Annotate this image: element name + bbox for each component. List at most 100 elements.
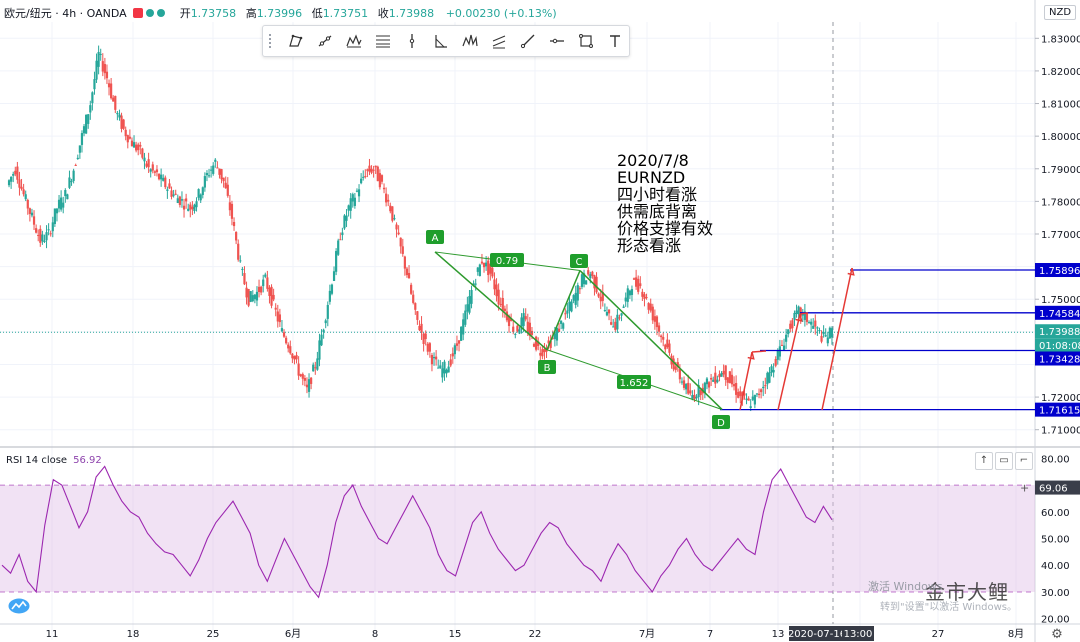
- candle: [295, 355, 298, 360]
- candle: [239, 260, 242, 262]
- tradingview-logo-icon[interactable]: [8, 598, 30, 614]
- candle: [218, 168, 221, 175]
- candle: [18, 179, 21, 188]
- pattern-point-label-bg: [570, 254, 588, 268]
- candle: [424, 333, 427, 340]
- candle: [778, 346, 781, 357]
- candle: [826, 337, 829, 344]
- candle: [712, 379, 715, 382]
- price-label: 1.75896: [1039, 266, 1080, 277]
- abcd-pattern[interactable]: A B C D 0.79 1.652: [426, 230, 730, 429]
- maximize-icon[interactable]: ▭: [995, 452, 1013, 470]
- price-axis[interactable]: 1.83000 1.82000 1.81000 1.80000 1.79000 1.780…: [1020, 34, 1080, 626]
- alert-icon[interactable]: [132, 8, 143, 18]
- vertical-line-icon[interactable]: [397, 29, 426, 53]
- collapse-icon[interactable]: ⌐: [1015, 452, 1033, 470]
- toolbar-grip-icon[interactable]: [269, 34, 275, 48]
- candle: [464, 310, 467, 325]
- candle: [557, 328, 561, 333]
- candle: [472, 283, 475, 286]
- candle: [201, 187, 204, 196]
- candle: [655, 316, 659, 328]
- candle: [220, 169, 223, 180]
- rsi-band: [0, 485, 1035, 592]
- candle: [605, 312, 609, 316]
- candle: [772, 370, 775, 373]
- candle: [560, 320, 563, 324]
- candle: [689, 390, 692, 394]
- candle: [451, 353, 454, 357]
- candle: [287, 344, 290, 349]
- candle: [493, 279, 496, 290]
- candle: [774, 359, 777, 366]
- gear-icon[interactable]: ⚙: [1051, 627, 1063, 642]
- candle: [726, 377, 729, 383]
- ratio-label-bg: [617, 375, 651, 389]
- candle: [635, 277, 638, 287]
- candle: [187, 208, 190, 211]
- watermark-brand: 金市大鲤: [925, 580, 1009, 604]
- time-tick-label: 8: [372, 629, 378, 640]
- candle: [610, 322, 613, 325]
- candle: [305, 384, 309, 388]
- candle: [460, 326, 463, 341]
- price-label: 1.73988: [1039, 327, 1080, 338]
- price-label-bg: [1035, 305, 1080, 320]
- annotation-line: 形态看涨: [617, 236, 682, 255]
- candle: [810, 321, 813, 325]
- candle: [607, 309, 611, 314]
- candle: [172, 194, 175, 196]
- forecast-arrow: [777, 313, 801, 411]
- candle: [178, 196, 181, 205]
- candle: [97, 51, 100, 67]
- candle: [695, 396, 698, 399]
- rsi-legend[interactable]: RSI 14 close 56.92: [6, 455, 102, 466]
- candle: [382, 187, 386, 190]
- triangle-icon[interactable]: [426, 29, 455, 53]
- candle: [205, 173, 209, 176]
- candle: [507, 315, 511, 327]
- candle: [422, 333, 425, 345]
- rsi-tick-label: 60.00: [1041, 508, 1070, 519]
- ray-icon[interactable]: [513, 29, 542, 53]
- candle: [274, 307, 277, 310]
- candle: [693, 394, 696, 400]
- candle: [539, 352, 542, 356]
- fib-icon[interactable]: [368, 29, 397, 53]
- candle: [412, 294, 415, 303]
- move-up-icon[interactable]: ↑: [975, 452, 993, 470]
- rsi-tick-label: 30.00: [1041, 588, 1070, 599]
- candle: [576, 285, 579, 301]
- candle: [441, 368, 444, 378]
- candle: [118, 114, 121, 118]
- price-label: 1.71615: [1039, 406, 1080, 417]
- pattern-icon[interactable]: [281, 29, 310, 53]
- candle: [541, 349, 544, 357]
- candle: [235, 231, 238, 241]
- candle: [203, 176, 206, 188]
- candle: [116, 112, 119, 115]
- horizontal-line-icon[interactable]: [542, 29, 571, 53]
- candle: [347, 205, 350, 211]
- trend-line-icon[interactable]: [310, 29, 339, 53]
- candle: [299, 374, 302, 377]
- symbol-title[interactable]: 欧元/纽元 · 4h · OANDA: [4, 7, 127, 20]
- xabcd-icon[interactable]: [339, 29, 368, 53]
- text-icon[interactable]: [600, 29, 629, 53]
- forecast-arrow: [799, 312, 809, 315]
- candle: [43, 240, 46, 242]
- candle: [468, 296, 471, 313]
- candle: [572, 295, 575, 301]
- candle: [676, 362, 679, 367]
- rectangle-icon[interactable]: [571, 29, 600, 53]
- pattern-point-label: D: [717, 418, 725, 429]
- currency-badge[interactable]: NZD: [1044, 5, 1077, 20]
- parallel-channel-icon[interactable]: [484, 29, 513, 53]
- head-shoulders-icon[interactable]: [455, 29, 484, 53]
- candle: [130, 140, 134, 147]
- candle: [399, 237, 402, 247]
- candle: [651, 306, 654, 321]
- ratio-label: 1.652: [620, 378, 649, 389]
